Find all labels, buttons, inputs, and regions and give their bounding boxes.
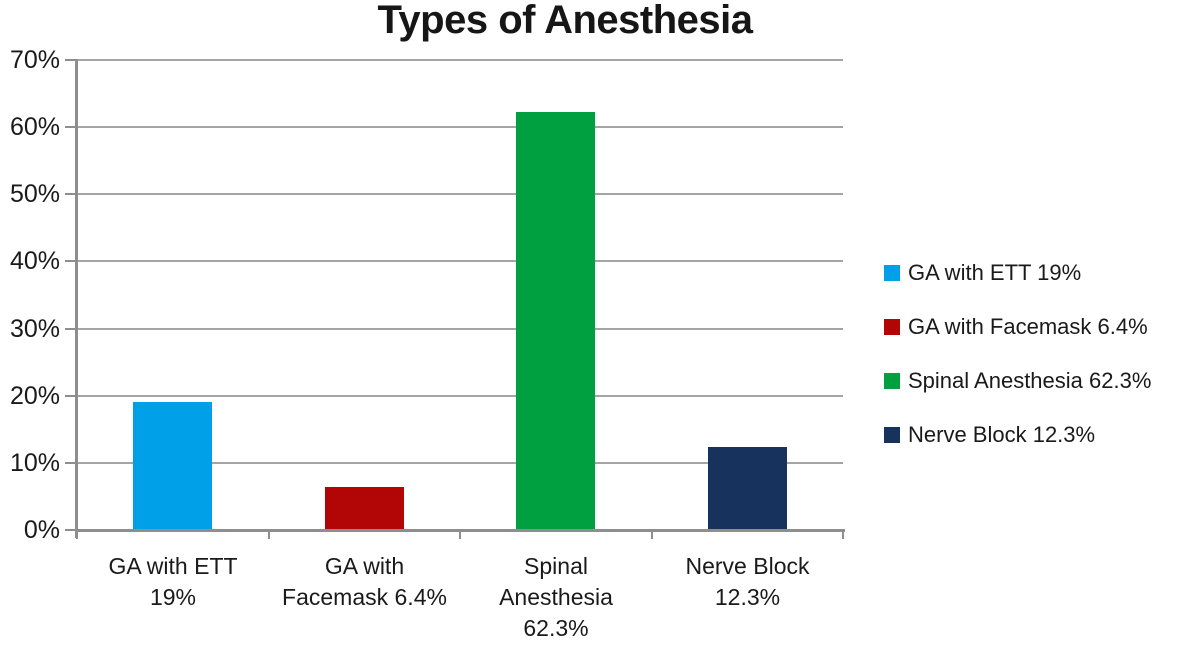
x-axis-label: GA with ETT 19%	[108, 553, 238, 610]
gridline-60%	[77, 126, 843, 129]
x-axis-boundary-tick	[459, 532, 461, 539]
legend-item: Nerve Block 12.3%	[884, 421, 1151, 449]
y-tick-60%	[65, 126, 76, 129]
y-tick-0%	[65, 529, 76, 531]
plot-area	[77, 59, 843, 530]
y-tick-10%	[65, 461, 76, 464]
legend-item: Spinal Anesthesia 62.3%	[884, 367, 1151, 395]
y-tick-30%	[65, 327, 76, 330]
gridline-20%	[77, 394, 843, 397]
y-axis-label: 50%	[9, 180, 60, 209]
y-axis-label: 40%	[9, 247, 60, 276]
x-axis-line	[75, 529, 845, 532]
x-axis-boundary-tick	[842, 532, 844, 539]
gridline-30%	[77, 327, 843, 330]
legend-swatch-icon	[884, 265, 900, 281]
x-axis-label: Spinal Anesthesia 62.3%	[499, 553, 613, 641]
legend-item: GA with ETT 19%	[884, 259, 1151, 287]
y-tick-70%	[65, 59, 76, 61]
legend-swatch-icon	[884, 319, 900, 335]
gridline-10%	[77, 461, 843, 464]
x-axis-boundary-tick	[76, 532, 78, 539]
legend-item-label: Nerve Block 12.3%	[908, 422, 1096, 447]
y-axis-label: 60%	[9, 113, 60, 142]
y-tick-40%	[65, 260, 76, 263]
bar-spinal-anesthesia-62-3-	[516, 111, 596, 530]
bar-ga-with-facemask-6-4-	[324, 487, 404, 530]
bar-nerve-block-12-3-	[707, 447, 787, 530]
x-axis-label: GA with Facemask 6.4%	[282, 553, 447, 610]
x-axis-boundary-tick	[267, 532, 270, 539]
gridline-70%	[77, 59, 843, 61]
legend-item-label: Spinal Anesthesia 62.3%	[908, 368, 1152, 393]
y-axis-label: 10%	[9, 448, 60, 477]
x-axis-label: Nerve Block 12.3%	[685, 553, 810, 610]
y-axis-label: 0%	[23, 516, 60, 544]
legend-item-label: GA with ETT 19%	[908, 260, 1082, 285]
gridline-40%	[77, 260, 843, 263]
y-axis-line	[75, 59, 78, 538]
legend-item-label: GA with Facemask 6.4%	[908, 314, 1148, 339]
y-axis-label: 30%	[9, 314, 60, 343]
legend: GA with ETT 19% GA with Facemask 6.4% Spin…	[884, 259, 1151, 475]
x-axis-boundary-tick	[650, 532, 653, 539]
legend-swatch-icon	[884, 427, 900, 443]
legend-item: GA with Facemask 6.4%	[884, 313, 1151, 341]
y-tick-50%	[65, 193, 76, 196]
y-axis-label: 20%	[9, 381, 60, 410]
bar-ga-with-ett-19-	[133, 402, 213, 530]
legend-swatch-icon	[884, 373, 900, 389]
y-tick-20%	[65, 394, 76, 397]
chart-title: Types of Anesthesia	[377, 0, 753, 42]
gridline-50%	[77, 193, 843, 196]
y-axis-label: 70%	[9, 46, 60, 74]
